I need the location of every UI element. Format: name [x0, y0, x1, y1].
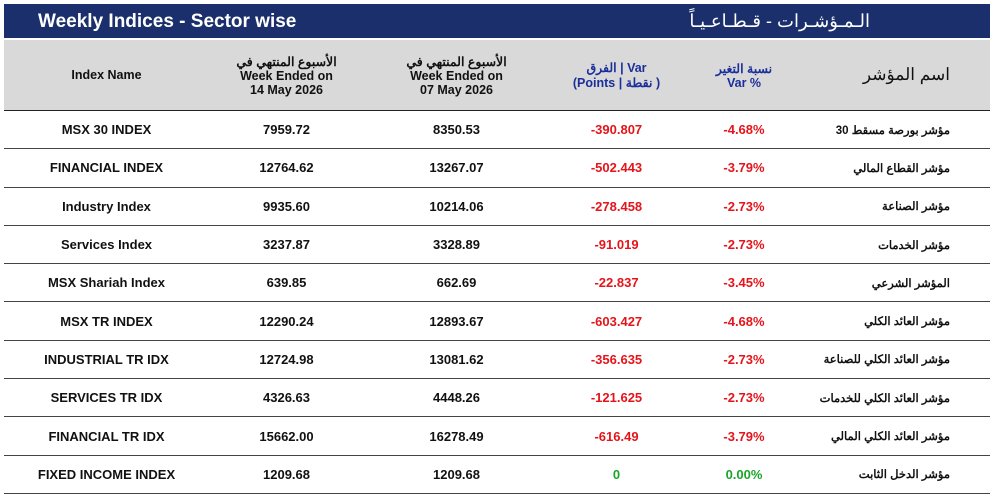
table-cell: -356.635 — [549, 340, 684, 380]
column-header: الأسبوع المنتهي في Week Ended on 07 May 20… — [364, 40, 549, 111]
table-cell: -3.79% — [684, 148, 804, 188]
header-line: Index Name — [71, 68, 142, 82]
table-cell: مؤشر العائد الكلي للخدمات — [804, 378, 990, 418]
table-cell: -121.625 — [549, 378, 684, 418]
table-row: FINANCIAL TR IDX 15662.00 16278.49 -616.49-… — [4, 416, 990, 456]
table-row: Industry Index 9935.60 10214.06 -278.458 -2.… — [4, 187, 990, 226]
table-cell: SERVICES TR IDX — [4, 378, 209, 418]
header-line: 07 May 2026 — [420, 82, 493, 97]
header-line: 14 May 2026 — [250, 82, 323, 97]
column-header: نسبة التغير Var % — [684, 40, 804, 111]
table-cell: FIXED INCOME INDEX — [4, 455, 209, 494]
table-cell: 3237.87 — [209, 225, 364, 265]
table-cell: -278.458 — [549, 187, 684, 226]
table-row: Services Index 3237.87 3328.89 -91.019 -2.73… — [4, 225, 990, 265]
table-cell: 1209.68 — [209, 455, 364, 494]
table-cell: -4.68% — [684, 110, 804, 150]
table-cell: MSX TR INDEX — [4, 301, 209, 341]
table-cell: -2.73% — [684, 340, 804, 380]
header-line: (Points | نقطة ) — [572, 76, 661, 90]
table-cell: MSX Shariah Index — [4, 263, 209, 303]
table-cell: مؤشر القطاع المالي — [804, 148, 990, 188]
table-row: MSX TR INDEX 12290.24 12893.67 -603.427 -4.6… — [4, 301, 990, 341]
table-cell: 10214.06 — [364, 187, 549, 226]
table-cell: 13081.62 — [364, 340, 549, 380]
table-cell: 12290.24 — [209, 301, 364, 341]
title-arabic: الـمـؤشـرات - قـطـاعـيـاً — [689, 11, 870, 31]
table-cell: 0.00% — [684, 455, 804, 494]
table-row: SERVICES TR IDX 4326.63 4448.26 -121.625 -2.… — [4, 378, 990, 418]
table-cell: مؤشر العائد الكلي — [804, 301, 990, 341]
table-cell: 9935.60 — [209, 187, 364, 226]
column-header: اسم المؤشر — [804, 40, 990, 111]
header-line: Var % — [726, 75, 762, 90]
table-cell: -390.807 — [549, 110, 684, 150]
header-line: الأسبوع المنتهي في — [236, 54, 337, 69]
table-cell: FINANCIAL TR IDX — [4, 416, 209, 456]
table-cell: Industry Index — [4, 187, 209, 226]
table-cell: مؤشر بورصة مسقط 30 — [804, 110, 990, 150]
table-cell: -3.79% — [684, 416, 804, 456]
table-cell: 13267.07 — [364, 148, 549, 188]
table-cell: -2.73% — [684, 225, 804, 265]
table-body: MSX 30 INDEX 7959.72 8350.53 -390.807 -4.68%… — [4, 110, 990, 494]
header-line: الأسبوع المنتهي في — [406, 54, 507, 69]
table-cell: مؤشر الصناعة — [804, 187, 990, 226]
indices-table: Index Name الأسبوع المنتهي في Week Ended o… — [4, 40, 990, 494]
table-cell: -603.427 — [549, 301, 684, 341]
table-row: MSX Shariah Index 639.85 662.69 -22.837 -3.4… — [4, 263, 990, 303]
table-row: MSX 30 INDEX 7959.72 8350.53 -390.807 -4.68%… — [4, 110, 990, 150]
table-cell: -2.73% — [684, 187, 804, 226]
table-cell: MSX 30 INDEX — [4, 110, 209, 150]
column-header: Index Name — [4, 40, 209, 111]
table-cell: Services Index — [4, 225, 209, 265]
table-cell: مؤشر الدخل الثابت — [804, 455, 990, 494]
table-cell: FINANCIAL INDEX — [4, 148, 209, 188]
column-header: الأسبوع المنتهي في Week Ended on 14 May 20… — [209, 40, 364, 111]
table-cell: 12764.62 — [209, 148, 364, 188]
header-line: Week Ended on — [410, 68, 503, 83]
table-cell: 8350.53 — [364, 110, 549, 150]
table-cell: 12724.98 — [209, 340, 364, 380]
table-cell: 12893.67 — [364, 301, 549, 341]
table-cell: -2.73% — [684, 378, 804, 418]
table-cell: 3328.89 — [364, 225, 549, 265]
header-line: الفرق | Var — [586, 61, 647, 75]
table-cell: 662.69 — [364, 263, 549, 303]
table-cell: -502.443 — [549, 148, 684, 188]
title-english: Weekly Indices - Sector wise — [38, 11, 297, 32]
table-cell: INDUSTRIAL TR IDX — [4, 340, 209, 380]
table-cell: 4326.63 — [209, 378, 364, 418]
table-row: FINANCIAL INDEX 12764.62 13267.07 -502.443-… — [4, 148, 990, 188]
table-cell: 639.85 — [209, 263, 364, 303]
table-cell: 4448.26 — [364, 378, 549, 418]
table-cell: -22.837 — [549, 263, 684, 303]
title-bar: Weekly Indices - Sector wise الـمـؤشـرات… — [4, 4, 990, 38]
table-cell: -3.45% — [684, 263, 804, 303]
header-row: Index Name الأسبوع المنتهي في Week Ended o… — [4, 40, 990, 111]
table-cell: -4.68% — [684, 301, 804, 341]
table-cell: -91.019 — [549, 225, 684, 265]
table-cell: 0 — [549, 455, 684, 494]
table-row: FIXED INCOME INDEX 1209.68 1209.68 0 0.00% مؤ… — [4, 455, 990, 494]
header-line: Week Ended on — [240, 68, 333, 83]
table-cell: -616.49 — [549, 416, 684, 456]
table-cell: 1209.68 — [364, 455, 549, 494]
header-line: نسبة التغير — [715, 61, 773, 76]
table-cell: 7959.72 — [209, 110, 364, 150]
table-cell: 16278.49 — [364, 416, 549, 456]
table-cell: مؤشر العائد الكلي المالي — [804, 416, 990, 456]
table-cell: 15662.00 — [209, 416, 364, 456]
column-header: الفرق | Var (Points | نقطة ) — [549, 40, 684, 111]
table-row: INDUSTRIAL TR IDX 12724.98 13081.62 -356.63… — [4, 340, 990, 380]
header-line: اسم المؤشر — [862, 65, 950, 84]
table-cell: مؤشر العائد الكلي للصناعة — [804, 340, 990, 380]
table-cell: مؤشر الخدمات — [804, 225, 990, 265]
table-cell: المؤشر الشرعي — [804, 263, 990, 303]
